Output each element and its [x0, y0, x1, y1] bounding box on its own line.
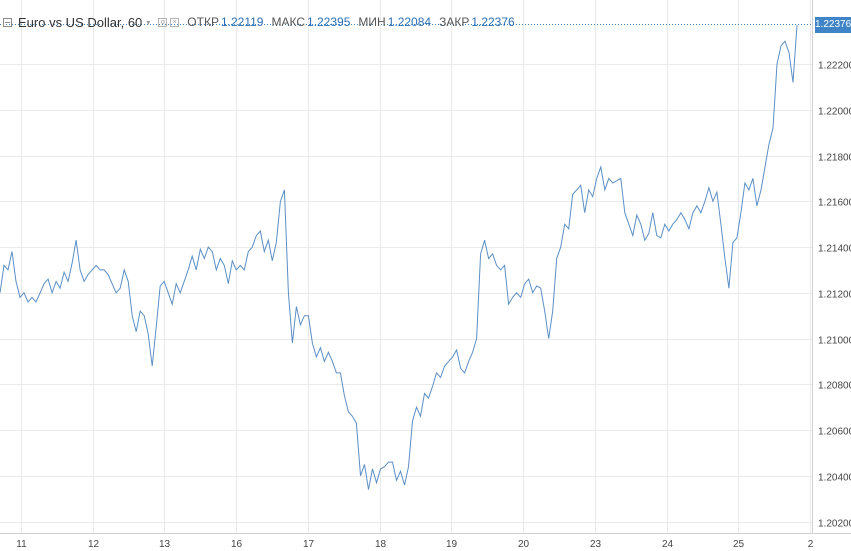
y-tick-label: 1.22200: [818, 61, 851, 72]
x-tick-label: 12: [88, 539, 100, 550]
open-label: ОТКР: [187, 15, 219, 29]
y-tick-label: 1.21200: [818, 290, 851, 301]
x-axis-labels: 11 12 13 16 17 18 19 20 23 24 25 2: [16, 539, 813, 550]
close-label: ЗАКР: [439, 15, 470, 29]
y-tick-label: 1.20400: [818, 473, 851, 484]
y-tick-label: 1.21800: [818, 153, 851, 164]
y-tick-label: 1.20800: [818, 381, 851, 392]
price-series-line: [0, 25, 798, 490]
y-tick-label: 1.21400: [818, 244, 851, 255]
chart-grid: [0, 0, 851, 534]
x-tick-label: 2: [808, 539, 814, 550]
last-price-tag: 1.22376: [815, 16, 851, 33]
low-value: 1.22084: [387, 15, 432, 29]
y-tick-label: 1.20200: [818, 519, 851, 530]
y-tick-label: 1.22000: [818, 107, 851, 118]
x-tick-label: 18: [375, 539, 387, 550]
low-label: МИН: [358, 15, 386, 29]
x-tick-label: 11: [16, 539, 27, 550]
x-tick-label: 20: [518, 539, 530, 550]
x-tick-label: 13: [159, 539, 171, 550]
x-tick-label: 24: [662, 539, 674, 550]
high-value: 1.22395: [307, 15, 351, 29]
y-tick-label: 1.20600: [818, 427, 851, 438]
symbol-title: Euro vs US Dollar, 60: [18, 14, 143, 30]
close-value: 1.22376: [471, 15, 515, 29]
close-icon[interactable]: ×: [170, 17, 180, 27]
high-label: МАКС: [271, 15, 305, 29]
chevron-down-icon[interactable]: ▾: [146, 17, 151, 27]
x-tick-label: 19: [446, 539, 458, 550]
collapse-icon[interactable]: [3, 17, 12, 27]
y-axis-labels: 1.20200 1.20400 1.20600 1.20800 1.21000 1.212…: [818, 61, 851, 530]
y-tick-label: 1.21000: [818, 336, 851, 347]
x-tick-label: 23: [590, 539, 602, 550]
symbol-legend: Euro vs US Dollar, 60 ▾ o × ОТКР 1.22119…: [3, 13, 523, 31]
x-tick-label: 17: [303, 539, 315, 550]
x-tick-label: 25: [733, 539, 745, 550]
open-value: 1.22119: [220, 15, 264, 29]
settings-icon[interactable]: o: [158, 17, 168, 27]
y-tick-label: 1.21600: [818, 198, 851, 209]
x-tick-label: 16: [231, 539, 243, 550]
